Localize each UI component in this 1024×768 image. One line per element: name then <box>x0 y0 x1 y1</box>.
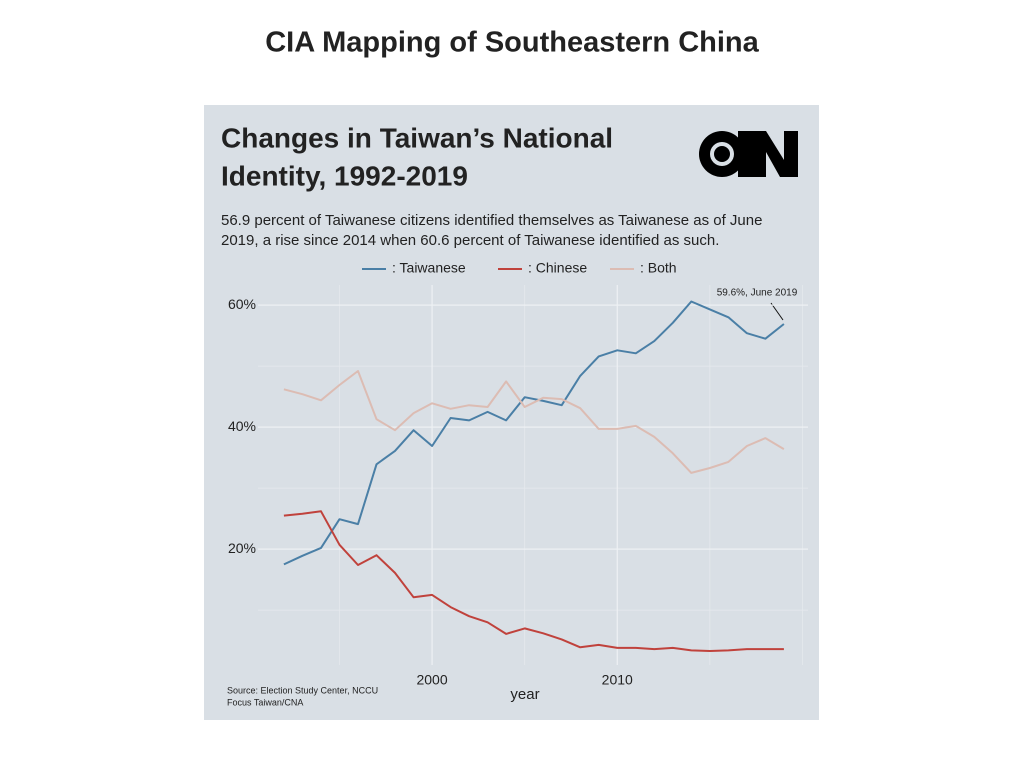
legend-label: : Taiwanese <box>392 260 466 276</box>
series-line <box>283 510 784 652</box>
subtitle: 2019, a rise since 2014 when 60.6 percen… <box>221 232 719 249</box>
y-tick-label: 60% <box>228 296 256 312</box>
y-tick-label: 40% <box>228 418 256 434</box>
subtitle: 56.9 percent of Taiwanese citizens ident… <box>221 212 762 229</box>
series-line <box>283 370 785 474</box>
annotation: 59.6%, June 2019 <box>717 288 798 299</box>
x-tick-label: 2000 <box>416 672 447 688</box>
page-title: CIA Mapping of Southeastern China <box>265 27 759 59</box>
source: Source: Election Study Center, NCCU <box>227 685 378 695</box>
source: Focus Taiwan/CNA <box>227 697 303 707</box>
legend-label: : Both <box>640 260 677 276</box>
x-axis-label: year <box>510 686 539 703</box>
x-tick-label: 2010 <box>602 672 633 688</box>
y-tick-label: 20% <box>228 540 256 556</box>
chart-title: Changes in Taiwan’s National <box>221 122 613 153</box>
annotation-pointer <box>770 302 784 321</box>
legend-label: : Chinese <box>528 260 587 276</box>
chart-title: Identity, 1992-2019 <box>221 160 468 191</box>
logo <box>699 131 798 177</box>
series-line <box>283 300 785 566</box>
